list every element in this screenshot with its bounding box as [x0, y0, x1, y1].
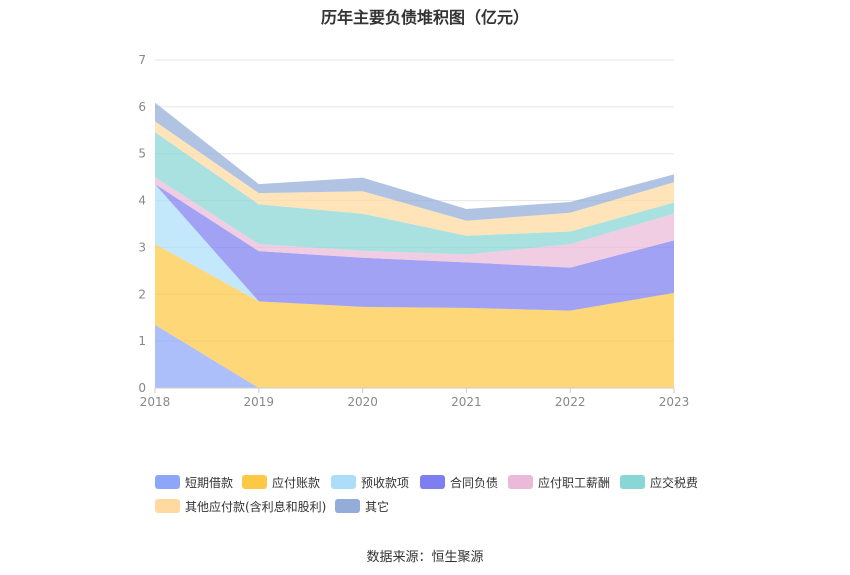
y-tick-label: 1 — [138, 334, 146, 348]
legend-item[interactable]: 应交税费 — [620, 474, 698, 490]
legend-item[interactable]: 预收款项 — [331, 474, 409, 490]
x-tick-label: 2020 — [347, 395, 378, 409]
legend-label: 应付职工薪酬 — [538, 475, 611, 490]
legend-swatch — [335, 499, 360, 513]
chart-title: 历年主要负债堆积图（亿元） — [320, 8, 529, 27]
legend-swatch — [242, 475, 267, 489]
legend-item[interactable]: 其他应付款(含利息和股利) — [155, 498, 326, 514]
y-tick-label: 4 — [138, 194, 146, 208]
legend-label: 应付账款 — [272, 475, 321, 490]
legend-item[interactable]: 应付职工薪酬 — [508, 474, 610, 490]
y-tick-label: 0 — [138, 381, 146, 395]
x-tick-label: 2019 — [244, 395, 275, 409]
legend-label: 应交税费 — [650, 475, 699, 490]
area-series-0 — [155, 324, 674, 388]
legend-item[interactable]: 应付账款 — [242, 474, 320, 490]
legend-swatch — [155, 475, 180, 489]
legend-label: 其他应付款(含利息和股利) — [185, 499, 327, 514]
legend-swatch — [508, 475, 533, 489]
legend-swatch — [620, 475, 645, 489]
legend-item[interactable]: 其它 — [335, 498, 389, 514]
legend-item[interactable]: 短期借款 — [155, 474, 233, 490]
legend-label: 其它 — [365, 499, 390, 514]
area-series-7 — [155, 102, 674, 221]
y-tick-label: 3 — [138, 240, 146, 254]
area-series-3 — [155, 184, 674, 311]
area-series-6 — [155, 121, 674, 236]
area-series-layer — [155, 102, 674, 388]
x-tick-label: 2023 — [659, 395, 690, 409]
x-tick-label: 2022 — [555, 395, 586, 409]
legend-label: 预收款项 — [361, 475, 410, 490]
x-tick-label: 2018 — [140, 395, 171, 409]
axis-layer: 0 1 2 3 4 5 6 7 2018 2019 2020 2021 2022 2023 — [138, 53, 689, 409]
legend-label: 短期借款 — [185, 475, 234, 490]
data-source-note: 数据来源：恒生聚源 — [366, 550, 484, 565]
legend-item[interactable]: 合同负债 — [420, 474, 498, 490]
legend-swatch — [331, 475, 356, 489]
y-tick-label: 7 — [138, 53, 146, 67]
legend-label: 合同负债 — [450, 475, 499, 490]
legend-swatch — [155, 499, 180, 513]
legend-swatch — [420, 475, 445, 489]
y-tick-label: 2 — [138, 287, 146, 301]
x-tick-label: 2021 — [451, 395, 482, 409]
y-tick-label: 6 — [138, 100, 146, 114]
y-tick-label: 5 — [138, 147, 146, 161]
area-series-1 — [155, 244, 674, 388]
area-series-5 — [155, 132, 674, 255]
